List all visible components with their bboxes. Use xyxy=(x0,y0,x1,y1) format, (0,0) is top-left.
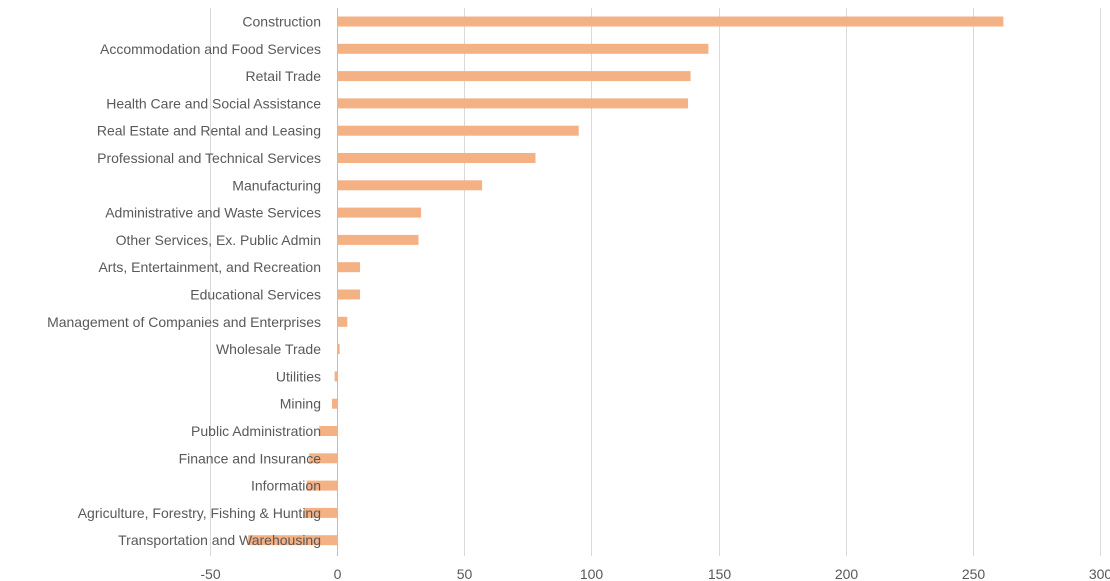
category-label: Transportation and Warehousing xyxy=(118,532,321,548)
bar xyxy=(337,316,348,327)
x-tick-label: 200 xyxy=(835,566,859,581)
category-label: Health Care and Social Assistance xyxy=(106,95,321,111)
category-label: Educational Services xyxy=(190,287,321,303)
bar xyxy=(337,43,709,54)
bar xyxy=(334,371,338,382)
x-tick-label: 150 xyxy=(708,566,732,581)
bars xyxy=(248,16,1004,546)
bar xyxy=(248,535,338,546)
category-label: Other Services, Ex. Public Admin xyxy=(116,232,321,248)
bar xyxy=(306,480,338,491)
category-label: Professional and Technical Services xyxy=(97,150,321,166)
gridlines xyxy=(210,8,1101,556)
bar xyxy=(337,207,422,218)
bar xyxy=(304,507,338,518)
category-label: Retail Trade xyxy=(246,68,322,84)
category-label: Public Administration xyxy=(191,423,321,439)
tick-labels: -50 0 50 100 150 200 250 300 xyxy=(200,566,1110,581)
category-label: Accommodation and Food Services xyxy=(100,41,321,57)
category-label: Manufacturing xyxy=(232,177,321,193)
category-label: Arts, Entertainment, and Recreation xyxy=(98,259,321,275)
category-label: Mining xyxy=(280,396,321,412)
bar xyxy=(337,153,536,163)
category-label: Utilities xyxy=(276,368,321,384)
bar xyxy=(337,16,1004,27)
category-label: Real Estate and Rental and Leasing xyxy=(97,123,321,139)
bar xyxy=(337,344,340,355)
bar xyxy=(332,398,338,409)
x-tick-label: 100 xyxy=(580,566,604,581)
bar xyxy=(337,289,361,300)
category-label: Finance and Insurance xyxy=(179,450,322,466)
x-tick-label: 250 xyxy=(962,566,986,581)
category-label: Agriculture, Forestry, Fishing & Hunting xyxy=(78,505,321,521)
bar xyxy=(337,98,689,109)
bar xyxy=(337,180,483,191)
category-labels: Construction Accommodation and Food Servi… xyxy=(47,14,321,549)
x-tick-label: 300 xyxy=(1089,566,1110,581)
category-label: Construction xyxy=(242,14,321,30)
bar xyxy=(337,234,419,245)
category-label: Administrative and Waste Services xyxy=(105,205,321,221)
bar xyxy=(337,125,579,136)
bar xyxy=(337,262,361,273)
category-label: Wholesale Trade xyxy=(216,341,321,357)
x-tick-label: 0 xyxy=(334,566,342,581)
category-label: Information xyxy=(251,478,321,494)
x-tick-label: -50 xyxy=(200,566,220,581)
x-tick-label: 50 xyxy=(457,566,473,581)
bar xyxy=(337,71,691,82)
bar xyxy=(309,453,338,464)
category-label: Management of Companies and Enterprises xyxy=(47,314,321,330)
bar xyxy=(319,426,338,436)
